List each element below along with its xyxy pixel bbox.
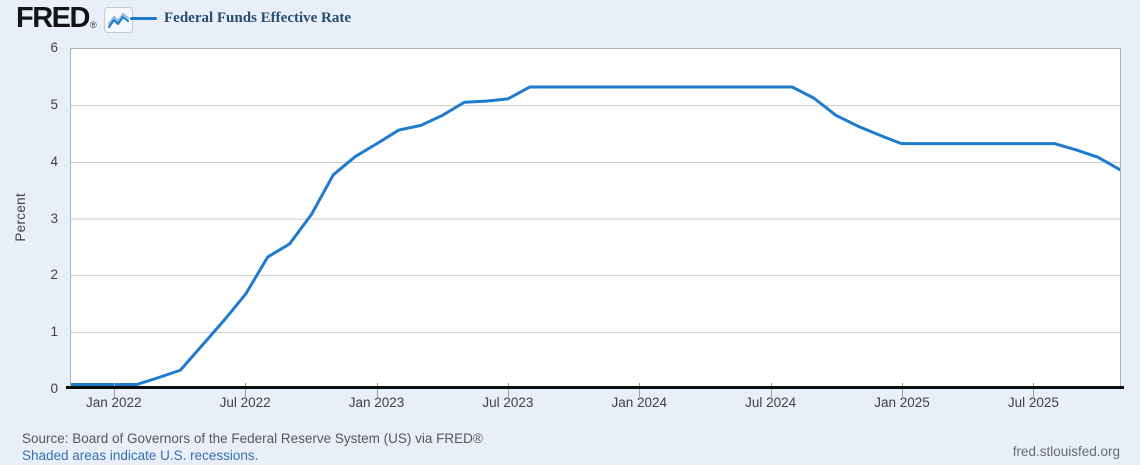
x-tick-label: Jul 2025 xyxy=(1007,395,1059,410)
line-chart-icon xyxy=(103,7,133,33)
plot-area[interactable] xyxy=(70,48,1121,389)
rate-line-chart xyxy=(71,85,1120,387)
y-tick-label: 4 xyxy=(50,153,58,169)
x-tick-mark xyxy=(1033,383,1035,397)
x-tick-label: Jul 2024 xyxy=(745,395,797,410)
source-text: Source: Board of Governors of the Federa… xyxy=(22,431,483,446)
x-tick-label: Jan 2022 xyxy=(86,395,142,410)
recessions-link[interactable]: Shaded areas indicate U.S. recessions. xyxy=(22,448,259,463)
x-tick-label: Jan 2023 xyxy=(348,395,405,410)
x-tick-mark xyxy=(113,383,115,397)
fred-logo[interactable]: FRED ® xyxy=(16,4,133,33)
y-tick-label: 5 xyxy=(50,96,58,112)
x-tick-mark xyxy=(245,383,247,397)
y-tick-label: 0 xyxy=(50,381,58,396)
x-tick-mark xyxy=(376,383,378,397)
x-tick-mark xyxy=(639,383,641,397)
y-tick-label: 2 xyxy=(50,267,58,283)
x-tick-label: Jan 2025 xyxy=(874,395,930,410)
x-tick-label: Jul 2023 xyxy=(482,395,534,410)
rate-line-series xyxy=(71,85,1120,387)
registered-trademark: ® xyxy=(89,20,97,30)
x-tick-label: Jul 2022 xyxy=(219,395,271,410)
fred-logo-text: FRED xyxy=(16,2,90,34)
x-tick-mark xyxy=(770,383,772,397)
site-url: fred.stlouisfed.org xyxy=(1012,444,1120,459)
x-tick-mark xyxy=(902,383,904,397)
y-tick-label: 3 xyxy=(50,210,58,226)
legend-label: Federal Funds Effective Rate xyxy=(164,10,352,26)
legend-line-swatch xyxy=(130,16,157,21)
x-axis-line xyxy=(66,386,1124,389)
x-tick-mark xyxy=(507,383,509,397)
y-tick-label: 6 xyxy=(50,40,58,55)
legend[interactable]: Federal Funds Effective Rate xyxy=(130,10,351,27)
y-tick-label: 1 xyxy=(50,324,58,340)
x-tick-label: Jan 2024 xyxy=(611,395,668,410)
